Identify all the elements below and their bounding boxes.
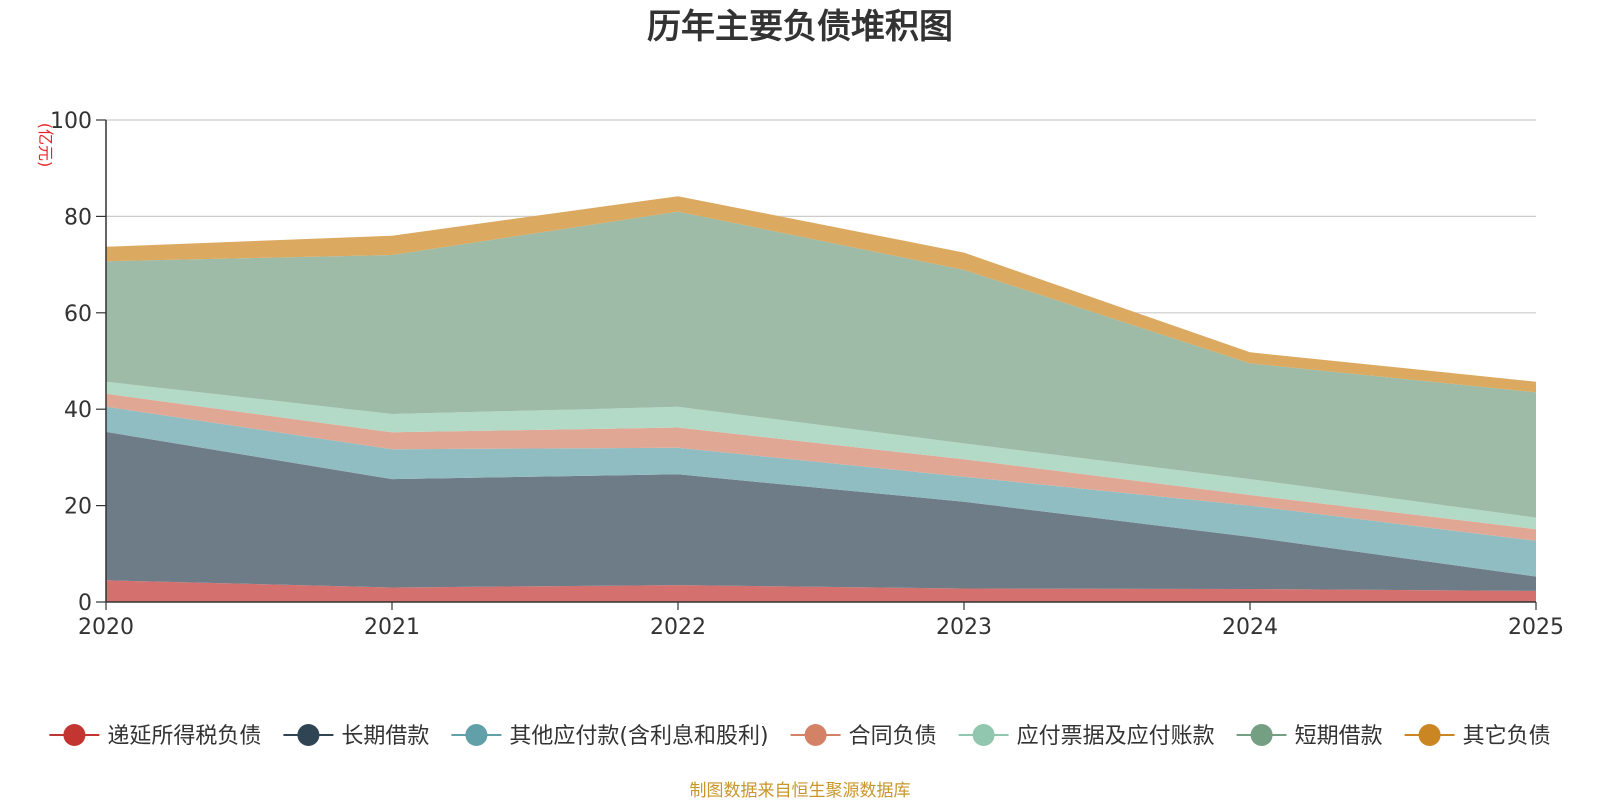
x-tick-label: 2023 — [936, 615, 992, 640]
area-series-1 — [106, 431, 1536, 591]
legend-item-1[interactable]: 长期借款 — [283, 724, 429, 749]
y-tick-labels: 0 20 40 60 80 100 — [50, 109, 106, 616]
x-tick-label: 2020 — [78, 615, 134, 640]
y-tick-label: 20 — [64, 495, 92, 520]
area-series-4 — [106, 381, 1536, 530]
legend-item-0[interactable]: 递延所得税负债 — [49, 724, 261, 749]
legend-item-3[interactable]: 合同负债 — [790, 724, 937, 749]
x-tick-label: 2021 — [364, 615, 420, 640]
legend-label: 合同负债 — [849, 724, 937, 749]
source-note: 制图数据来自恒生聚源数据库 — [690, 781, 911, 800]
legend-marker — [804, 724, 827, 746]
legend-label: 其它负债 — [1463, 724, 1551, 749]
area-series-2 — [106, 406, 1536, 577]
area-series-5 — [106, 211, 1536, 518]
x-tick-label: 2024 — [1222, 615, 1278, 640]
legend-item-2[interactable]: 其他应付款(含利息和股利) — [451, 724, 769, 749]
axes — [105, 120, 1536, 603]
legend-label: 应付票据及应付账款 — [1017, 724, 1215, 749]
legend-marker — [63, 724, 86, 746]
legend-label: 长期借款 — [341, 724, 429, 749]
legend-marker — [465, 724, 488, 746]
legend-item-4[interactable]: 应付票据及应付账款 — [958, 724, 1215, 749]
legend-label: 短期借款 — [1295, 724, 1383, 749]
legend-marker — [1250, 724, 1273, 746]
legend-item-5[interactable]: 短期借款 — [1236, 724, 1383, 749]
chart-title: 历年主要负债堆积图 — [647, 7, 953, 47]
legend-marker — [297, 724, 320, 746]
y-tick-label: 40 — [64, 398, 92, 423]
series-areas — [106, 196, 1536, 602]
x-tick-label: 2025 — [1508, 615, 1564, 640]
legend: 递延所得税负债 长期借款 其他应付款(含利息和股利) 合同负债 应付票据及应付账款 短期借… — [49, 724, 1551, 749]
area-series-6 — [106, 196, 1536, 393]
y-tick-label: 60 — [64, 302, 92, 327]
legend-label: 递延所得税负债 — [107, 724, 261, 749]
legend-marker — [1418, 724, 1441, 746]
x-tick-label: 2022 — [650, 615, 706, 640]
y-tick-label: 80 — [64, 205, 92, 230]
y-tick-label: 100 — [50, 109, 92, 134]
legend-marker — [972, 724, 995, 746]
x-tick-labels: 2020 2021 2022 2023 2024 2025 — [78, 602, 1564, 640]
legend-item-6[interactable]: 其它负债 — [1404, 724, 1551, 749]
y-unit-label: (亿元) — [36, 123, 55, 168]
legend-label: 其他应付款(含利息和股利) — [509, 724, 768, 749]
y-tick-label: 0 — [78, 591, 92, 616]
area-series-0 — [106, 580, 1536, 602]
